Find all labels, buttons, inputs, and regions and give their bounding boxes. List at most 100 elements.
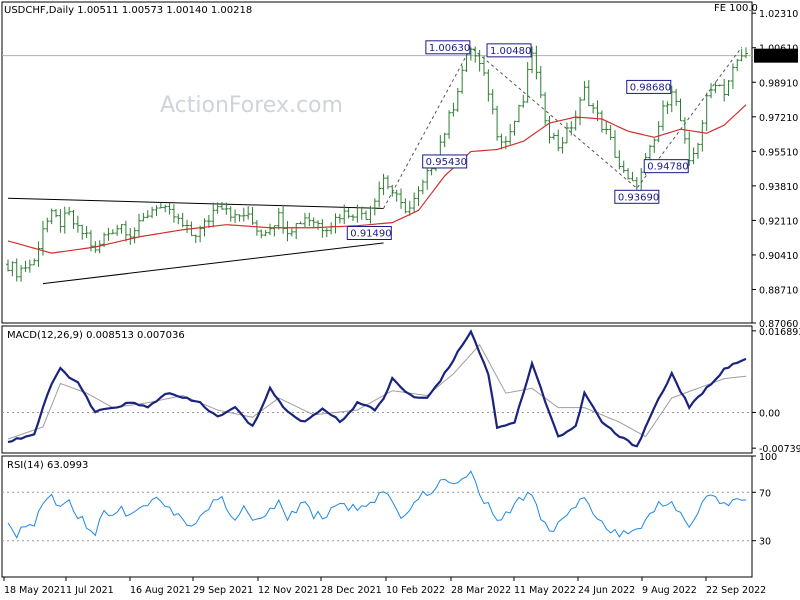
ohlc-bar	[407, 200, 412, 216]
ohlc-bar	[687, 131, 692, 166]
ohlc-bar	[394, 189, 399, 202]
ohlc-bar	[58, 209, 63, 233]
ohlc-bar	[219, 201, 224, 210]
rsi-label: RSI(14) 63.0993	[7, 460, 88, 471]
ohlc-bar	[612, 130, 617, 158]
ohlc-bar	[709, 83, 714, 99]
ohlc-bar	[132, 227, 137, 244]
x-tick-label: 11 May 2022	[514, 585, 576, 596]
x-tick-label: 16 Aug 2021	[130, 585, 191, 596]
ohlc-bar	[285, 221, 290, 242]
ohlc-bar	[185, 219, 190, 233]
ohlc-bar	[294, 222, 299, 240]
ohlc-bar	[224, 202, 229, 215]
ohlc-bar	[674, 88, 679, 106]
ohlc-bar	[119, 224, 124, 234]
ohlc-bar	[516, 104, 521, 123]
ohlc-bar	[337, 213, 342, 224]
price-tick-label: 0.97210	[759, 113, 798, 124]
ohlc-bar	[726, 79, 731, 97]
ohlc-bar	[442, 132, 447, 148]
ohlc-bar	[372, 198, 377, 216]
ohlc-bar	[254, 220, 259, 236]
ohlc-bar	[647, 144, 652, 161]
ohlc-bar	[368, 205, 373, 224]
ohlc-bar	[722, 78, 727, 102]
ohlc-bar	[381, 173, 386, 196]
ohlc-bar	[700, 120, 705, 152]
ohlc-bar	[233, 209, 238, 224]
ohlc-bar	[695, 142, 700, 159]
ohlc-bar	[460, 65, 465, 94]
ohlc-bar	[403, 198, 408, 214]
watermark: ActionForex.com	[160, 93, 343, 118]
macd-label: MACD(12,26,9) 0.008513 0.007036	[7, 330, 185, 341]
triangle-lower-line	[42, 242, 384, 285]
ohlc-bar	[32, 258, 37, 266]
triangle-upper-line	[7, 197, 384, 209]
ohlc-bar	[486, 69, 491, 102]
ohlc-bar	[71, 209, 76, 230]
ohlc-bar	[538, 65, 543, 99]
rsi-line	[7, 470, 747, 539]
ohlc-bar	[717, 84, 722, 87]
price-tick-label: 0.87060	[759, 319, 798, 330]
moving-average-line	[7, 104, 747, 254]
ohlc-bar	[154, 205, 159, 216]
ohlc-bar	[481, 55, 486, 76]
ohlc-bar	[128, 228, 133, 245]
price-tick-label: 0.95510	[759, 147, 798, 158]
price-annotation: 0.94780	[643, 159, 689, 174]
macd-signal-line	[7, 343, 747, 440]
price-frame	[1, 1, 753, 324]
ohlc-bar	[167, 203, 172, 215]
annotation-label: 0.94780	[647, 162, 688, 173]
ohlc-bar	[735, 59, 740, 72]
ohlc-bar	[604, 121, 609, 135]
price-annotation: 0.93690	[614, 189, 660, 204]
ohlc-bar	[263, 230, 268, 237]
ohlc-bar	[412, 192, 417, 214]
ohlc-bar	[508, 123, 513, 145]
ohlc-bar	[578, 96, 583, 126]
annotation-box	[425, 40, 471, 55]
fe-label: FE 100.0	[714, 3, 758, 14]
ohlc-bar	[6, 259, 10, 272]
ohlc-bar	[582, 81, 587, 101]
rsi-panel: 100 70 30	[1, 452, 777, 578]
ohlc-bar	[268, 223, 273, 236]
ohlc-bar	[551, 132, 556, 140]
annotation-label: 1.00630	[429, 43, 470, 54]
ohlc-bar	[272, 225, 277, 237]
ohlc-bar	[324, 228, 329, 238]
ohlc-bar	[346, 207, 351, 219]
price-annotation: 0.98680	[626, 79, 672, 94]
ohlc-bar	[193, 234, 198, 244]
ohlc-bar	[420, 179, 425, 195]
annotation-label: 0.95430	[426, 157, 467, 168]
rsi-tick-label: 30	[759, 537, 771, 548]
ohlc-bar	[739, 48, 744, 62]
ohlc-bar	[586, 80, 591, 107]
annotation-box	[486, 43, 532, 58]
ohlc-bar	[477, 49, 482, 72]
ohlc-bar	[669, 85, 674, 113]
ohlc-bar	[495, 105, 500, 141]
ohlc-bar	[180, 212, 185, 228]
price-tick-label: 0.90410	[759, 251, 798, 262]
price-annotation: 1.00630	[425, 40, 471, 55]
ohlc-bar	[198, 225, 203, 243]
ohlc-bar	[595, 100, 600, 122]
x-tick-label: 22 Sep 2022	[706, 585, 766, 596]
x-tick-label: 28 Dec 2021	[321, 585, 382, 596]
ohlc-bar	[573, 110, 578, 131]
ohlc-bar	[564, 122, 569, 144]
ohlc-bar	[241, 207, 246, 222]
ohlc-bar	[364, 210, 369, 221]
ohlc-bar	[49, 208, 54, 225]
projection-dashed-line	[383, 46, 743, 209]
ohlc-bar	[359, 206, 364, 220]
ohlc-bar	[678, 98, 683, 122]
ohlc-bar	[661, 100, 666, 131]
